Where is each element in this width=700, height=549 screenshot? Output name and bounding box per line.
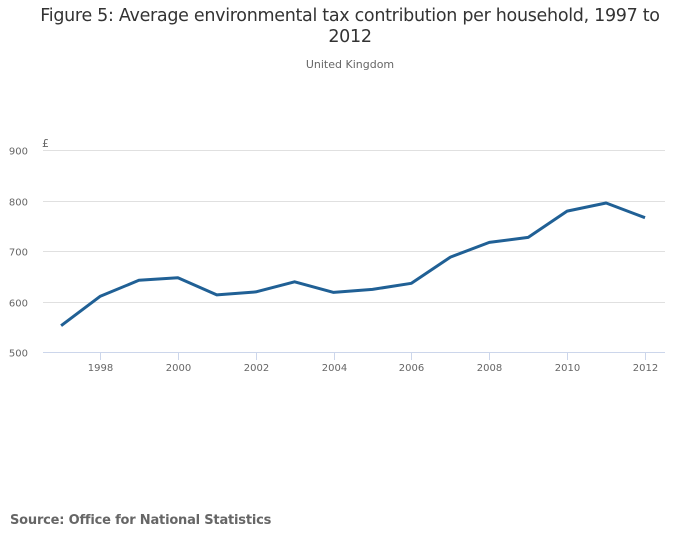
data-point[interactable] — [332, 291, 335, 294]
data-point[interactable] — [60, 324, 63, 327]
data-point[interactable] — [566, 210, 569, 213]
x-tick-label: 2010 — [555, 363, 580, 374]
chart-subtitle: United Kingdom — [305, 58, 395, 71]
data-point[interactable] — [254, 290, 257, 293]
source-note: Source: Office for National Statistics — [10, 513, 272, 528]
x-tick-label: 2000 — [166, 363, 191, 374]
y-axis-ticks: 500 600 700 800 900 — [9, 147, 28, 360]
y-tick-label: 500 — [9, 349, 28, 360]
series-line[interactable] — [60, 201, 646, 327]
data-point[interactable] — [644, 216, 647, 219]
x-tick-label: 2006 — [399, 363, 424, 374]
data-point[interactable] — [215, 293, 218, 296]
x-axis: 1998 2000 2002 2004 2006 2008 2010 2012 — [43, 352, 665, 374]
data-point[interactable] — [449, 256, 452, 259]
data-point[interactable] — [137, 279, 140, 282]
y-axis-unit-label: £ — [42, 137, 49, 150]
y-tick-label: 900 — [9, 147, 28, 158]
y-tick-label: 700 — [9, 248, 28, 259]
gridlines — [43, 150, 665, 303]
data-point[interactable] — [410, 282, 413, 285]
series-group — [60, 201, 647, 327]
data-point[interactable] — [293, 280, 296, 283]
y-tick-label: 600 — [9, 299, 28, 310]
x-tick-label: 2004 — [322, 363, 347, 374]
data-point[interactable] — [527, 236, 530, 239]
y-tick-label: 800 — [9, 198, 28, 209]
chart-title: Figure 5: Average environmental tax cont… — [40, 6, 660, 47]
x-tick-label: 2002 — [244, 363, 269, 374]
data-point[interactable] — [99, 295, 102, 298]
x-tick-label: 1998 — [88, 363, 113, 374]
data-point[interactable] — [176, 276, 179, 279]
data-point[interactable] — [488, 241, 491, 244]
data-point[interactable] — [371, 288, 374, 291]
data-point[interactable] — [605, 202, 608, 205]
x-tick-label: 2012 — [633, 363, 658, 374]
x-tick-label: 2008 — [477, 363, 502, 374]
